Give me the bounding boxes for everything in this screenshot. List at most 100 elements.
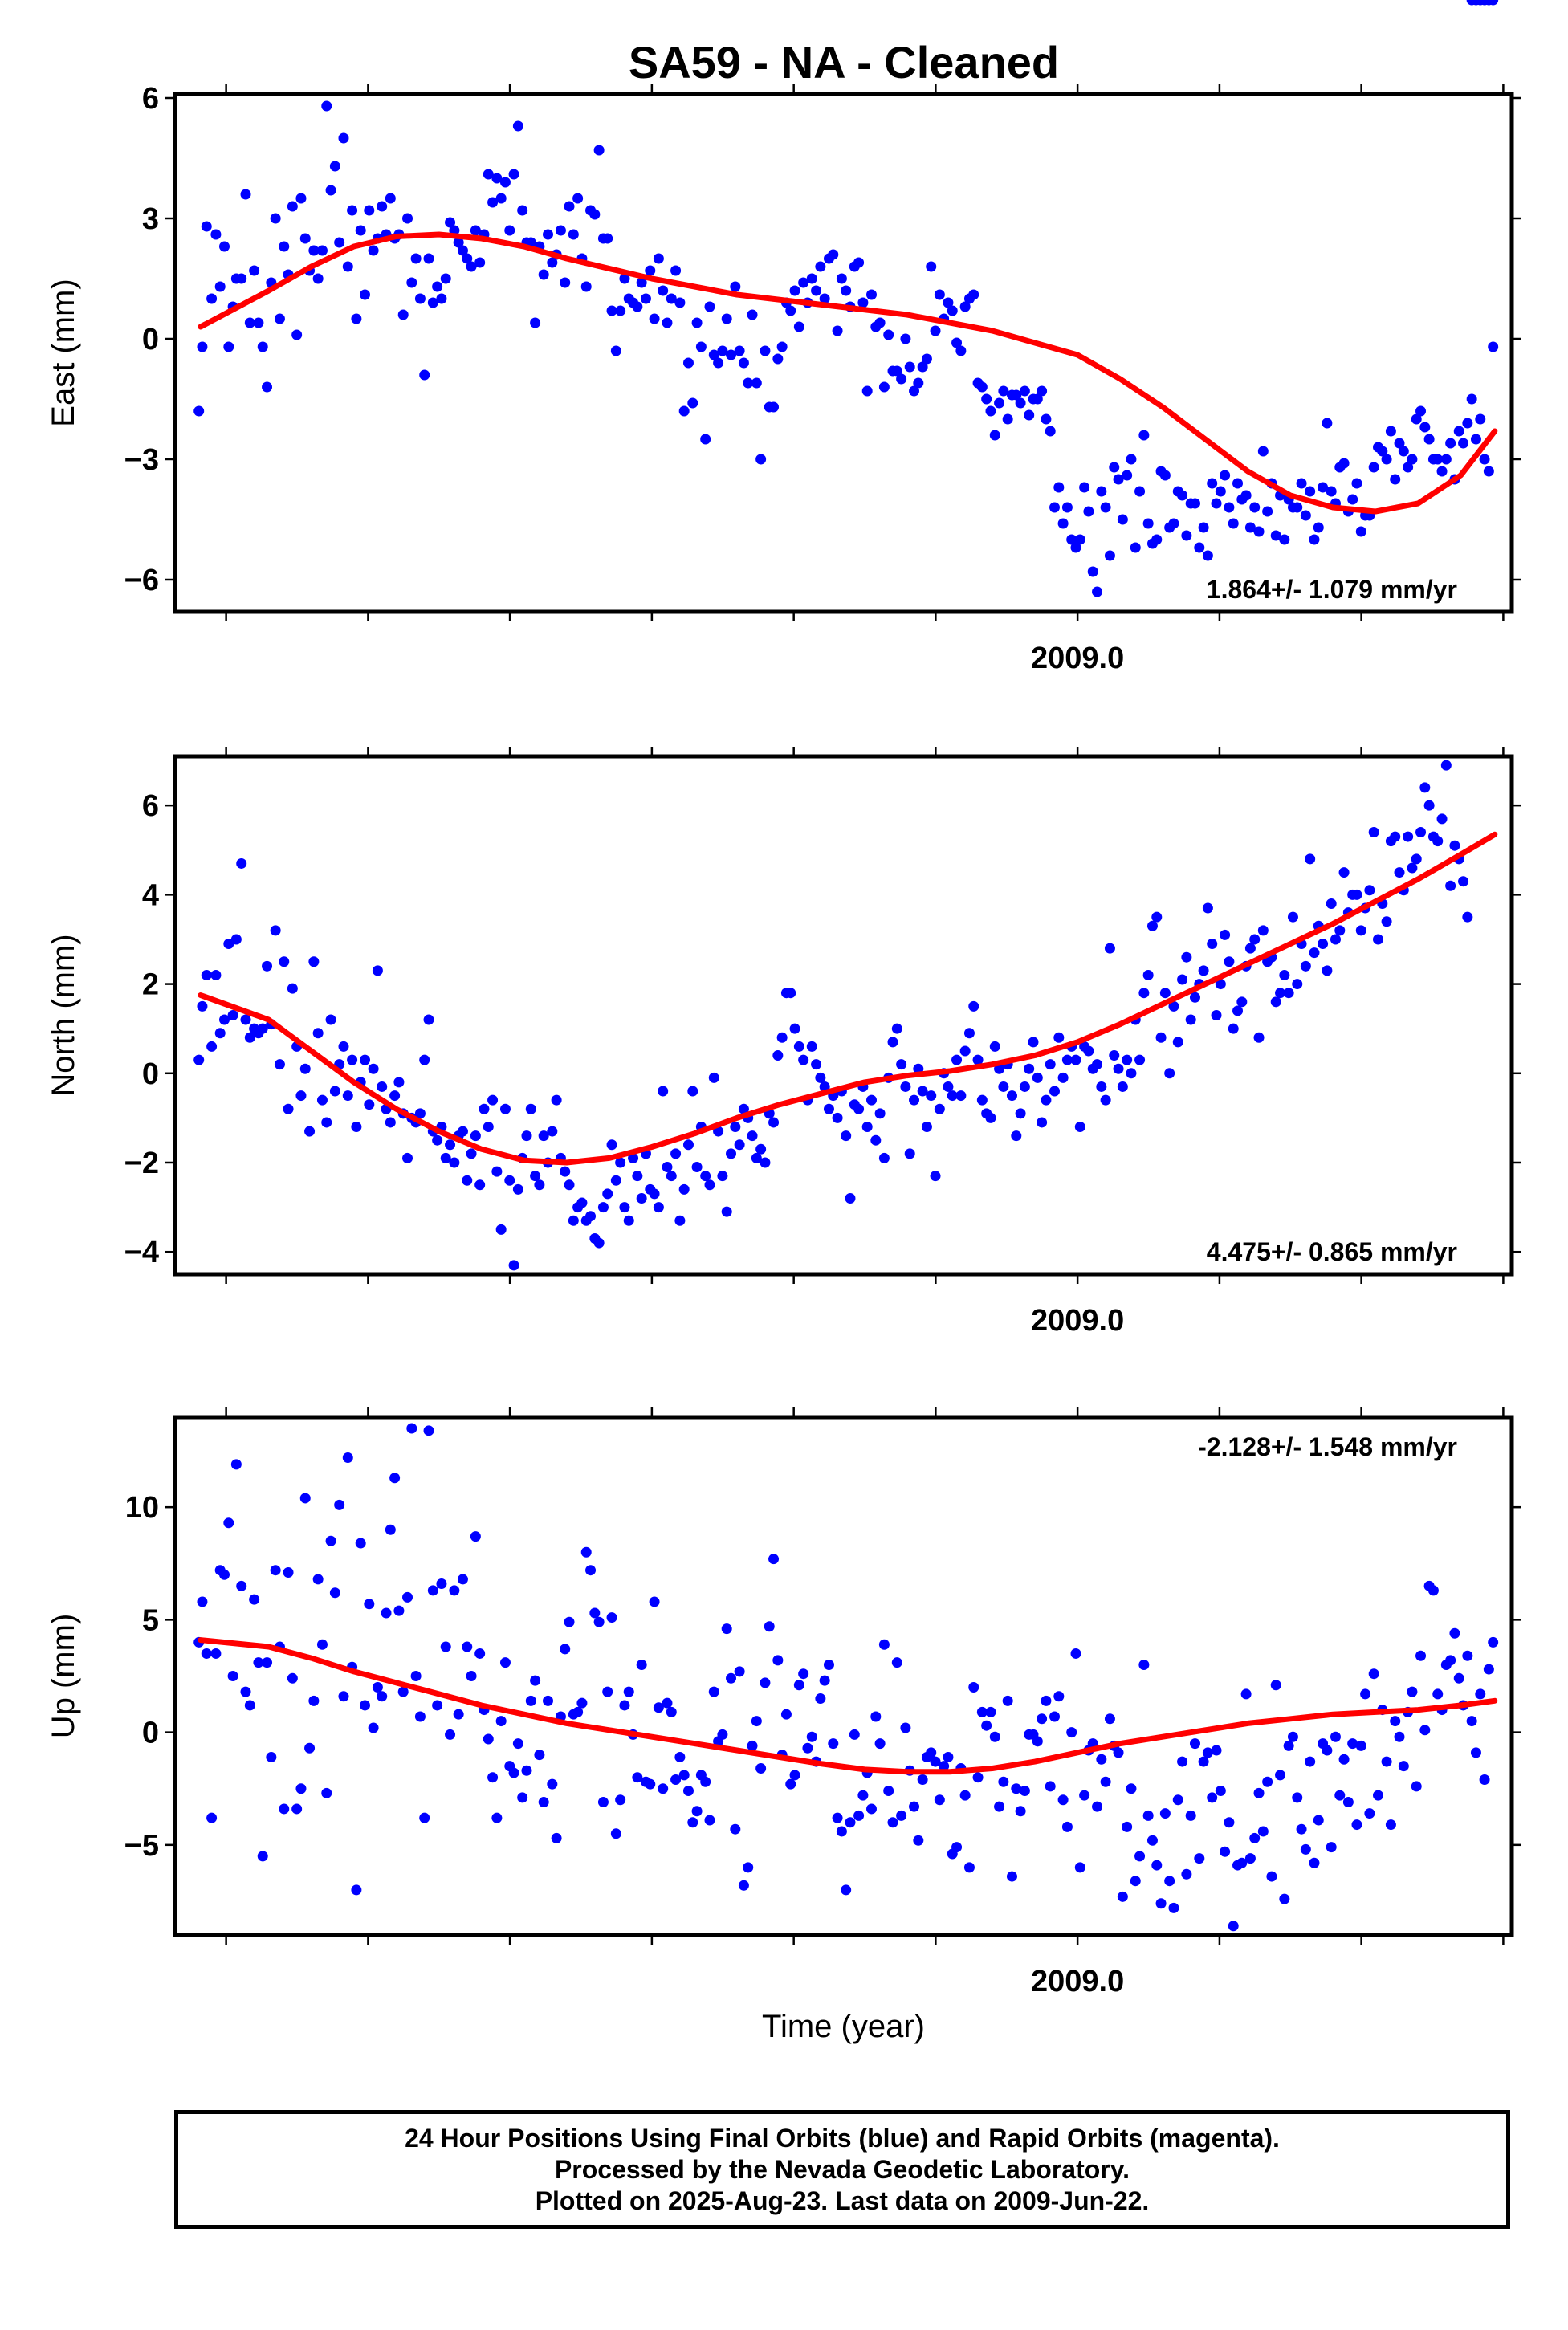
data-point	[227, 1671, 238, 1681]
data-point	[1092, 586, 1103, 597]
data-point	[219, 241, 230, 252]
data-point	[1403, 831, 1414, 842]
data-point	[474, 1648, 486, 1659]
data-point	[453, 237, 464, 248]
data-point	[321, 100, 332, 112]
data-point	[1057, 1794, 1069, 1806]
data-point	[1377, 446, 1388, 457]
data-point	[329, 1086, 340, 1097]
data-point	[1070, 1648, 1081, 1659]
grid-ticks	[165, 747, 1521, 1284]
data-point	[414, 293, 426, 304]
data-point	[564, 1616, 575, 1627]
data-point	[1220, 929, 1231, 940]
y-tick-label: 0	[142, 1057, 159, 1091]
data-point	[1228, 1023, 1239, 1034]
x-tick-label: 2009.0	[1031, 1304, 1124, 1338]
data-point	[1334, 1790, 1346, 1801]
data-point	[691, 1806, 703, 1817]
data-point	[283, 1567, 294, 1578]
data-point	[670, 265, 682, 276]
data-point	[508, 1260, 519, 1271]
data-point	[445, 1729, 456, 1740]
data-point	[427, 1585, 438, 1596]
data-point	[508, 1767, 519, 1778]
data-point	[1189, 1738, 1200, 1750]
data-point	[921, 1122, 932, 1133]
plot-frame	[173, 92, 1514, 614]
data-point	[1074, 1862, 1085, 1873]
data-point	[926, 261, 937, 272]
data-point	[755, 454, 767, 465]
y-tick-label: 0	[142, 1717, 159, 1750]
data-point	[1138, 430, 1150, 441]
data-point	[564, 1179, 575, 1191]
y-axis-label: Up (mm)	[46, 1614, 81, 1739]
data-point	[878, 1152, 890, 1163]
data-point	[1300, 960, 1311, 972]
data-point	[1122, 470, 1133, 481]
data-point	[1488, 341, 1499, 352]
data-point	[738, 1880, 749, 1891]
data-point	[921, 353, 932, 365]
data-point	[789, 285, 800, 296]
data-point	[560, 1166, 571, 1177]
data-point	[210, 1648, 222, 1659]
data-point	[951, 337, 963, 348]
data-point	[1432, 454, 1444, 465]
data-point	[704, 1179, 715, 1191]
data-point	[1253, 1032, 1265, 1043]
data-point	[1283, 1740, 1294, 1751]
x-tick-label: 2009.0	[1031, 1965, 1124, 1998]
data-point	[913, 377, 924, 389]
data-point	[955, 345, 967, 356]
data-point	[1355, 526, 1366, 537]
data-point	[551, 1094, 562, 1106]
data-point	[414, 1108, 426, 1119]
data-point	[798, 1668, 809, 1680]
data-point	[1390, 474, 1401, 485]
data-point	[244, 1700, 255, 1711]
data-point	[1189, 498, 1200, 509]
data-point	[887, 1817, 898, 1828]
data-point	[632, 1772, 643, 1783]
points-layer	[193, 100, 1499, 597]
data-point	[747, 1740, 758, 1751]
data-point	[1079, 1790, 1090, 1801]
data-point	[1283, 988, 1294, 999]
data-point	[1228, 518, 1239, 529]
data-point	[828, 249, 839, 260]
data-point	[1053, 1032, 1065, 1043]
data-point	[865, 1094, 877, 1106]
data-point	[896, 1059, 907, 1070]
data-point	[283, 1103, 294, 1114]
data-point	[1024, 409, 1035, 421]
data-point	[841, 1130, 852, 1142]
data-point	[674, 1215, 686, 1226]
data-point	[274, 313, 285, 324]
data-point	[1368, 827, 1379, 838]
data-point	[560, 277, 571, 288]
data-point	[943, 297, 954, 308]
data-point	[1109, 1050, 1120, 1061]
data-point	[772, 1050, 784, 1061]
data-point	[351, 1122, 362, 1133]
data-point	[308, 1695, 320, 1706]
data-point	[316, 1639, 328, 1650]
data-point	[891, 1657, 902, 1668]
data-point	[334, 237, 345, 248]
data-point	[909, 385, 920, 397]
data-point	[606, 1612, 617, 1623]
data-point	[730, 281, 741, 292]
data-point	[1142, 969, 1154, 980]
data-point	[547, 257, 558, 268]
data-point	[1411, 413, 1422, 425]
footer-note: 24 Hour Positions Using Final Orbits (bl…	[174, 2110, 1510, 2229]
data-point	[364, 205, 375, 216]
data-point	[743, 377, 754, 389]
data-point	[1351, 478, 1362, 489]
data-point	[1092, 1059, 1103, 1070]
data-point	[951, 1842, 963, 1853]
data-point	[913, 1835, 924, 1846]
data-point	[1296, 478, 1307, 489]
